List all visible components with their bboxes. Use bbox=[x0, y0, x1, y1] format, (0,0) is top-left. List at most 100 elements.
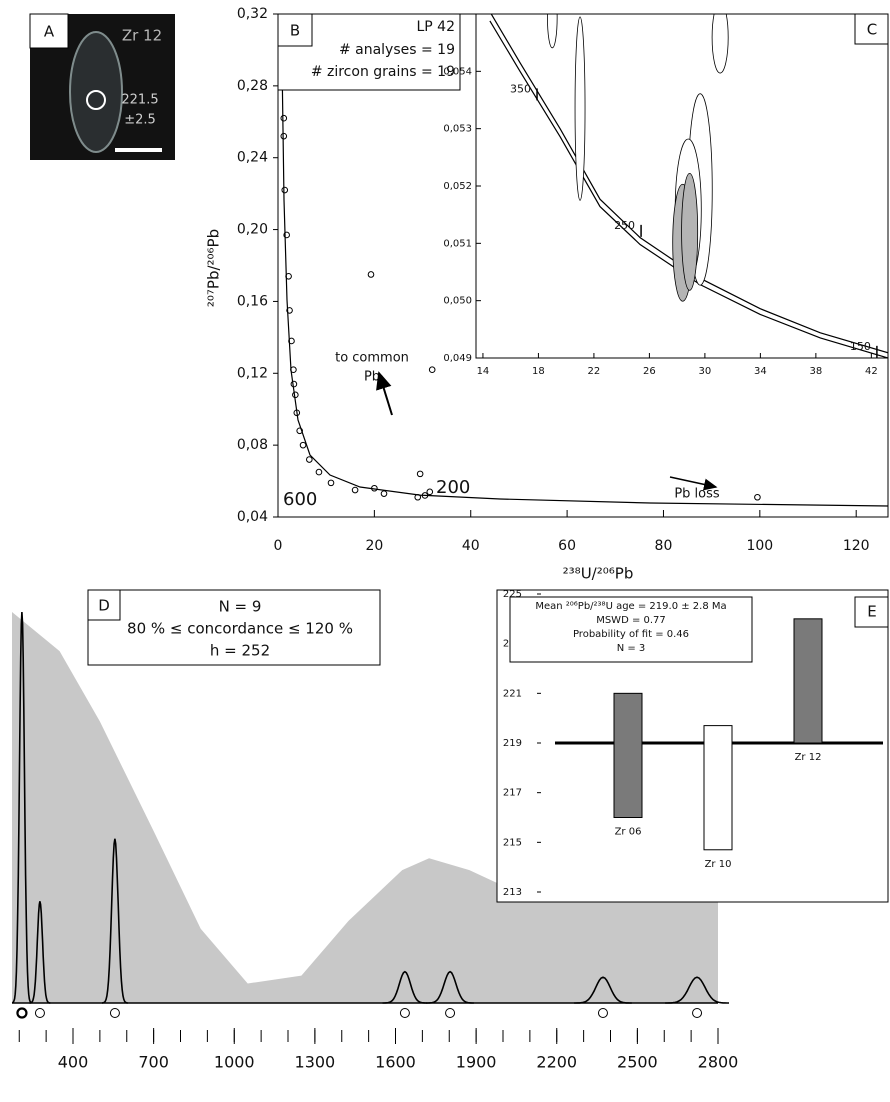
panel-label: D bbox=[98, 597, 110, 615]
x-tick-label: 80 bbox=[655, 538, 673, 554]
note: 80 % ≤ concordance ≤ 120 % bbox=[127, 620, 353, 638]
x-tick-label: 0 bbox=[274, 538, 283, 554]
plot-area bbox=[280, 59, 888, 507]
x-tick-label: 34 bbox=[754, 366, 767, 377]
kde-area bbox=[12, 612, 718, 1003]
x-tick-label: 26 bbox=[643, 366, 656, 377]
analysis bbox=[293, 409, 301, 417]
concordia bbox=[489, 20, 888, 358]
error-ellipse bbox=[547, 14, 558, 49]
plot-area: 350 250 150 bbox=[489, 14, 888, 358]
spot-age: 221.5 bbox=[121, 93, 158, 108]
spot bbox=[86, 90, 106, 110]
x-tick-label: 700 bbox=[138, 1053, 169, 1072]
label-box bbox=[854, 596, 889, 628]
annotation: 200 bbox=[436, 477, 470, 498]
grains-count: # zircon grains = 19 bbox=[311, 64, 455, 80]
x-tick-label: 40 bbox=[462, 538, 480, 554]
annotation: 600 bbox=[283, 489, 317, 510]
analysis bbox=[283, 231, 290, 239]
age-bar bbox=[703, 725, 733, 851]
x-tick-label: 38 bbox=[809, 366, 822, 377]
note: MSWD = 0.77 bbox=[596, 615, 666, 626]
x-tick-label: 2800 bbox=[698, 1053, 739, 1072]
age-label: 150 bbox=[850, 340, 871, 353]
analysis bbox=[416, 470, 424, 478]
analysis bbox=[286, 307, 293, 314]
analysis bbox=[306, 456, 313, 463]
panel-label: E bbox=[867, 603, 876, 621]
analysis bbox=[327, 479, 335, 487]
x-tick-label: 20 bbox=[365, 538, 383, 554]
panel-b: 0,04 0,08 0,12 0,16 0,20 0,24 0,28 0,32 0 20 40 60 8… bbox=[205, 6, 889, 583]
analysis bbox=[288, 337, 295, 345]
age-bar bbox=[793, 618, 823, 744]
x-axis-label: ²³⁸U/²⁰⁶Pb bbox=[563, 565, 634, 583]
analysis bbox=[280, 132, 288, 140]
note: Mean ²⁰⁶Pb/²³⁸U age = 219.0 ± 2.8 Ma bbox=[535, 601, 726, 612]
age-symbol bbox=[16, 1007, 28, 1019]
x-tick-label: 1600 bbox=[375, 1053, 416, 1072]
analysis bbox=[285, 272, 292, 280]
x-tick-label: 1300 bbox=[295, 1053, 336, 1072]
x-tick-label: 120 bbox=[843, 538, 870, 554]
x-tick-label: 100 bbox=[746, 538, 773, 554]
panel-a: A Zr 12 221.5 ±2.5 bbox=[29, 13, 175, 160]
age-symbol bbox=[597, 1008, 608, 1018]
pdp-peak bbox=[382, 970, 428, 1004]
x-tick-label: 30 bbox=[699, 366, 712, 377]
x-tick-label: 400 bbox=[58, 1053, 89, 1072]
analysis bbox=[296, 427, 303, 435]
analysis bbox=[299, 441, 307, 449]
age-bar bbox=[613, 692, 643, 818]
error-ellipse bbox=[711, 14, 729, 74]
panel-label: B bbox=[290, 22, 300, 40]
x-tick-label: 22 bbox=[588, 366, 601, 377]
note: Probability of fit = 0.46 bbox=[573, 629, 689, 640]
x-tick-label: 42 bbox=[865, 366, 878, 377]
age-label: 250 bbox=[614, 219, 635, 232]
annotation: Pb loss bbox=[674, 487, 720, 502]
concordia bbox=[281, 59, 888, 507]
y-tick-label: 0,32 bbox=[237, 6, 268, 22]
y-tick-label: 0,053 bbox=[443, 124, 472, 135]
label-box bbox=[29, 13, 69, 49]
age-symbol bbox=[692, 1008, 703, 1018]
analysis bbox=[281, 186, 289, 194]
pdp-peak bbox=[29, 901, 51, 1004]
analysis bbox=[426, 488, 434, 496]
label-box bbox=[854, 13, 889, 45]
x-tick-label: 2500 bbox=[617, 1053, 658, 1072]
analysis bbox=[754, 493, 761, 501]
y-tick-label: 0,28 bbox=[237, 78, 268, 94]
analysis bbox=[421, 492, 429, 499]
annotation: Pb bbox=[364, 370, 380, 385]
age-symbol bbox=[399, 1008, 410, 1018]
analysis bbox=[290, 380, 298, 388]
y-tick-label: 0,04 bbox=[237, 509, 268, 525]
arrow bbox=[669, 476, 718, 491]
sample-name: LP 42 bbox=[416, 19, 455, 35]
y-tick-label: 217 bbox=[503, 788, 522, 799]
panel-d: 400 700 1000 1300 1600 1900 2200 2500 2800 D N = 9… bbox=[11, 589, 739, 1072]
pdp-peak bbox=[11, 611, 33, 1004]
age-symbol bbox=[34, 1008, 45, 1018]
analysis bbox=[280, 114, 288, 122]
analysis bbox=[380, 490, 388, 497]
pdp-peak bbox=[574, 976, 632, 1004]
y-tick-label: 225 bbox=[503, 589, 522, 600]
y-tick-label: 0,20 bbox=[237, 222, 268, 238]
x-tick-label: 2200 bbox=[536, 1053, 577, 1072]
spot-error: ±2.5 bbox=[124, 113, 156, 128]
age-label: 350 bbox=[510, 82, 531, 95]
analysis bbox=[414, 493, 422, 501]
info-box bbox=[509, 596, 753, 663]
annotation: to common bbox=[335, 351, 409, 366]
panel-label: A bbox=[44, 23, 55, 41]
y-tick-label: 221 bbox=[503, 688, 522, 699]
note: N = 3 bbox=[617, 643, 646, 654]
y-tick-label: 0,12 bbox=[237, 365, 268, 381]
note: N = 9 bbox=[219, 598, 262, 616]
concordia bbox=[490, 14, 888, 354]
